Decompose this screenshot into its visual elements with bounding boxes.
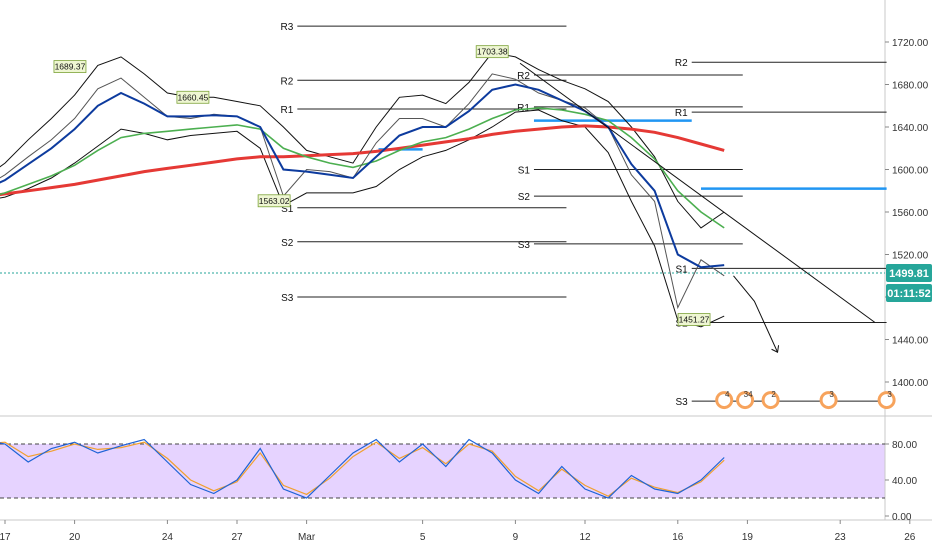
price-annotation-box bbox=[475, 45, 509, 59]
pivot-level-label: S3 bbox=[281, 293, 294, 304]
price-annotation-box bbox=[176, 90, 210, 104]
date-axis-tick-label: 16 bbox=[672, 532, 684, 543]
pivot-level-label: S1 bbox=[675, 264, 688, 275]
pivot-level-label: R3 bbox=[281, 22, 294, 33]
projection-arrowhead bbox=[771, 345, 780, 354]
price-annotations: 1689.37 1660.45 1703.38 1563.02 1451.27 bbox=[53, 45, 711, 326]
event-marker-label: 34 bbox=[744, 390, 753, 399]
pivot-level-label: R1 bbox=[517, 103, 530, 114]
price-axis-tick-label: 1600.00 bbox=[892, 166, 929, 177]
oscillator-axis: 80.00 40.00 0.00 bbox=[885, 440, 917, 523]
current-price-tag bbox=[886, 264, 932, 282]
oscillator-band-fill bbox=[0, 444, 885, 498]
pivot-level-label: R1 bbox=[281, 105, 294, 116]
event-marker-label: 4 bbox=[725, 390, 730, 399]
oscillator-axis-tick-label: 0.00 bbox=[892, 512, 912, 523]
price-axis[interactable]: 1720.00 1680.00 1640.00 1600.00 1560.00 1520.… bbox=[885, 38, 929, 389]
price-annotation-box bbox=[257, 194, 291, 208]
price-axis-tick-label: 1640.00 bbox=[892, 123, 929, 134]
pivot-level-label: S1 bbox=[281, 204, 294, 215]
pivot-level-label: R2 bbox=[281, 76, 294, 87]
date-axis-tick-label: 5 bbox=[420, 532, 426, 543]
date-axis-tick-label: 24 bbox=[162, 532, 174, 543]
price-axis-tick-label: 1560.00 bbox=[892, 208, 929, 219]
pivot-levels: R3R2R1S1S2S3R2R1S1S2S3R2R1S1S2S3 bbox=[281, 22, 887, 408]
oscillator-axis-tick-label: 80.00 bbox=[892, 440, 917, 451]
pivot-level-label: R2 bbox=[675, 58, 688, 69]
pivot-level-label: S2 bbox=[518, 192, 531, 203]
date-axis[interactable]: 17 20 24 27 Mar 5 9 12 16 19 23 26 bbox=[0, 520, 916, 543]
date-axis-tick-label: Mar bbox=[298, 532, 316, 543]
date-axis-tick-label: 19 bbox=[742, 532, 754, 543]
pivot-level-label: S2 bbox=[281, 238, 294, 249]
oscillator-axis-tick-label: 40.00 bbox=[892, 476, 917, 487]
price-annotation-box bbox=[677, 313, 711, 326]
event-marker-inner bbox=[764, 394, 777, 407]
slow-ma-line bbox=[0, 124, 725, 197]
pivot-level-label: S1 bbox=[518, 166, 531, 177]
price-axis-tick-label: 1400.00 bbox=[892, 378, 929, 389]
date-axis-tick-label: 23 bbox=[835, 532, 847, 543]
countdown-tag bbox=[886, 284, 932, 302]
price-line bbox=[0, 73, 725, 310]
price-annotation-box bbox=[53, 60, 87, 73]
event-marker-inner bbox=[718, 394, 731, 407]
event-markers[interactable]: 4 34 2 3 3 bbox=[715, 390, 896, 410]
date-axis-tick-label: 20 bbox=[69, 532, 81, 543]
oscillator-k-line bbox=[0, 438, 725, 499]
price-axis-tick-label: 1520.00 bbox=[892, 251, 929, 262]
date-axis-tick-label: 26 bbox=[904, 532, 916, 543]
event-marker-label: 3 bbox=[829, 390, 834, 399]
projection-arrow bbox=[733, 275, 779, 353]
price-axis-tick-label: 1720.00 bbox=[892, 38, 929, 49]
date-axis-tick-label: 27 bbox=[231, 532, 243, 543]
event-marker-inner bbox=[739, 394, 752, 407]
upper-band-line bbox=[0, 52, 725, 229]
countdown-label: 01:11:52 bbox=[887, 288, 930, 300]
date-axis-tick-label: 12 bbox=[579, 532, 591, 543]
price-axis-tick-label: 1680.00 bbox=[892, 81, 929, 92]
event-marker-label: 3 bbox=[887, 390, 892, 399]
event-marker-inner bbox=[822, 394, 835, 407]
trendline bbox=[519, 62, 876, 323]
date-axis-tick-label: 9 bbox=[513, 532, 519, 543]
price-annotation-label: 1563.02 bbox=[259, 196, 290, 206]
oscillator-d-line bbox=[0, 441, 725, 497]
date-axis-tick-label: 17 bbox=[0, 532, 11, 543]
price-annotation-label: 1703.38 bbox=[477, 47, 508, 57]
pivot-level-label: R1 bbox=[675, 108, 688, 119]
price-annotation-label: 1660.45 bbox=[178, 92, 209, 102]
price-annotation-label: 1689.37 bbox=[55, 62, 86, 72]
pivot-level-label: S3 bbox=[675, 397, 688, 408]
oscillator-pane bbox=[0, 438, 885, 499]
event-marker-label: 2 bbox=[771, 390, 776, 399]
price-annotation-label: 1451.27 bbox=[679, 315, 710, 325]
current-price-label: 1499.81 bbox=[889, 268, 929, 280]
price-axis-tick-label: 1440.00 bbox=[892, 336, 929, 347]
trendlines bbox=[519, 62, 876, 354]
pivot-level-label: R2 bbox=[517, 71, 530, 82]
pivot-level-label: S3 bbox=[518, 240, 531, 251]
event-marker-inner bbox=[880, 394, 893, 407]
